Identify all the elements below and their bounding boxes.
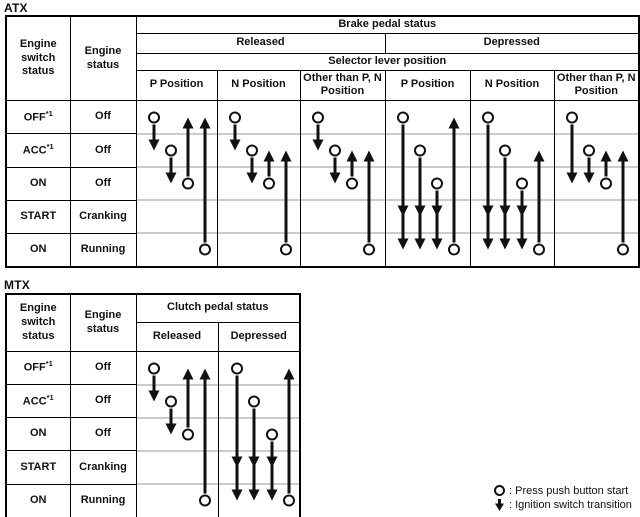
mtx-row-off-switch: OFF*1 bbox=[5, 350, 71, 385]
mtx-transition-diagram-released bbox=[135, 350, 219, 517]
footnote-marker: *1 bbox=[46, 392, 54, 402]
mtx-row-acc-status: Off bbox=[69, 383, 137, 419]
atx-col-depressed-p-header: P Position bbox=[384, 69, 471, 101]
mtx-row-on-status: Off bbox=[69, 417, 137, 452]
atx-transition-diagram-depressed-p bbox=[384, 100, 471, 268]
mtx-released-header: Released bbox=[135, 321, 219, 352]
mtx-row-running-switch: ON bbox=[5, 483, 71, 517]
mtx-engine-status-header: Engine status bbox=[69, 293, 137, 352]
atx-row-off-status: Off bbox=[69, 99, 137, 135]
atx-transition-diagram-depressed-n bbox=[469, 100, 555, 268]
mtx-section-label: MTX bbox=[4, 278, 30, 292]
atx-row-start-switch: START bbox=[5, 199, 71, 235]
atx-brake-pedal-status-header: Brake pedal status bbox=[135, 15, 640, 34]
atx-row-on-status: Off bbox=[69, 166, 137, 201]
atx-row-start-status: Cranking bbox=[69, 199, 137, 235]
atx-engine-status-header: Engine status bbox=[69, 15, 137, 101]
mtx-row-start-switch: START bbox=[5, 450, 71, 485]
atx-col-depressed-other-header: Other than P, N Position bbox=[553, 69, 640, 101]
atx-selector-lever-position-header: Selector lever position bbox=[135, 52, 640, 71]
atx-transition-diagram-released-other bbox=[299, 100, 386, 268]
ignition-transition-arrow-icon bbox=[495, 498, 504, 511]
atx-table: Engine switch status Engine status Brake… bbox=[5, 15, 640, 268]
atx-depressed-header: Depressed bbox=[384, 32, 640, 54]
atx-col-released-other-header: Other than P, N Position bbox=[299, 69, 386, 101]
mtx-row-start-status: Cranking bbox=[69, 450, 137, 485]
atx-row-acc-status: Off bbox=[69, 133, 137, 168]
atx-transition-diagram-released-n bbox=[216, 100, 301, 268]
atx-released-header: Released bbox=[135, 32, 386, 54]
mtx-row-running-status: Running bbox=[69, 483, 137, 517]
legend-transition-row: : Ignition switch transition bbox=[493, 498, 632, 511]
mtx-row-on-switch: ON bbox=[5, 417, 71, 452]
atx-transition-diagram-depressed-other bbox=[553, 100, 640, 268]
legend-press-label: : Press push button start bbox=[509, 484, 629, 497]
mtx-depressed-header: Depressed bbox=[217, 321, 301, 352]
footnote-marker: *1 bbox=[46, 142, 54, 152]
atx-transition-diagram-released-p bbox=[135, 100, 218, 268]
mtx-transition-diagram-depressed bbox=[217, 350, 301, 517]
footnote-marker: *1 bbox=[45, 359, 53, 369]
mtx-table: Engine switch status Engine status Clutc… bbox=[5, 293, 301, 517]
legend-transition-label: : Ignition switch transition bbox=[509, 498, 632, 511]
atx-col-released-p-header: P Position bbox=[135, 69, 218, 101]
footnote-marker: *1 bbox=[45, 108, 53, 118]
mtx-clutch-pedal-status-header: Clutch pedal status bbox=[135, 293, 301, 323]
atx-engine-switch-status-header: Engine switch status bbox=[5, 15, 71, 101]
atx-row-off-switch: OFF*1 bbox=[5, 99, 71, 135]
atx-row-on-switch: ON bbox=[5, 166, 71, 201]
atx-row-running-switch: ON bbox=[5, 233, 71, 268]
atx-row-acc-switch: ACC*1 bbox=[5, 133, 71, 168]
mtx-row-off-status: Off bbox=[69, 350, 137, 385]
atx-row-running-status: Running bbox=[69, 233, 137, 268]
legend: : Press push button start : Ignition swi… bbox=[493, 484, 632, 512]
mtx-row-acc-switch: ACC*1 bbox=[5, 383, 71, 419]
atx-col-depressed-n-header: N Position bbox=[469, 69, 555, 101]
atx-section-label: ATX bbox=[4, 1, 28, 15]
mtx-engine-switch-status-header: Engine switch status bbox=[5, 293, 71, 352]
atx-col-released-n-header: N Position bbox=[216, 69, 301, 101]
legend-press-row: : Press push button start bbox=[493, 484, 632, 497]
push-button-circle-icon bbox=[494, 485, 505, 496]
